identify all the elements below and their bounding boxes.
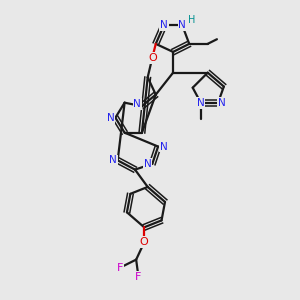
Text: N: N xyxy=(218,98,225,108)
Text: F: F xyxy=(117,263,123,273)
Text: N: N xyxy=(160,20,168,30)
Text: O: O xyxy=(148,53,157,63)
Text: N: N xyxy=(134,99,141,109)
Text: N: N xyxy=(178,20,186,30)
Text: N: N xyxy=(109,155,117,165)
Text: H: H xyxy=(188,15,195,25)
Text: N: N xyxy=(144,159,152,169)
Text: N: N xyxy=(107,113,115,123)
Text: F: F xyxy=(135,272,142,282)
Text: O: O xyxy=(140,237,148,247)
Text: N: N xyxy=(197,98,205,108)
Text: N: N xyxy=(160,142,168,152)
